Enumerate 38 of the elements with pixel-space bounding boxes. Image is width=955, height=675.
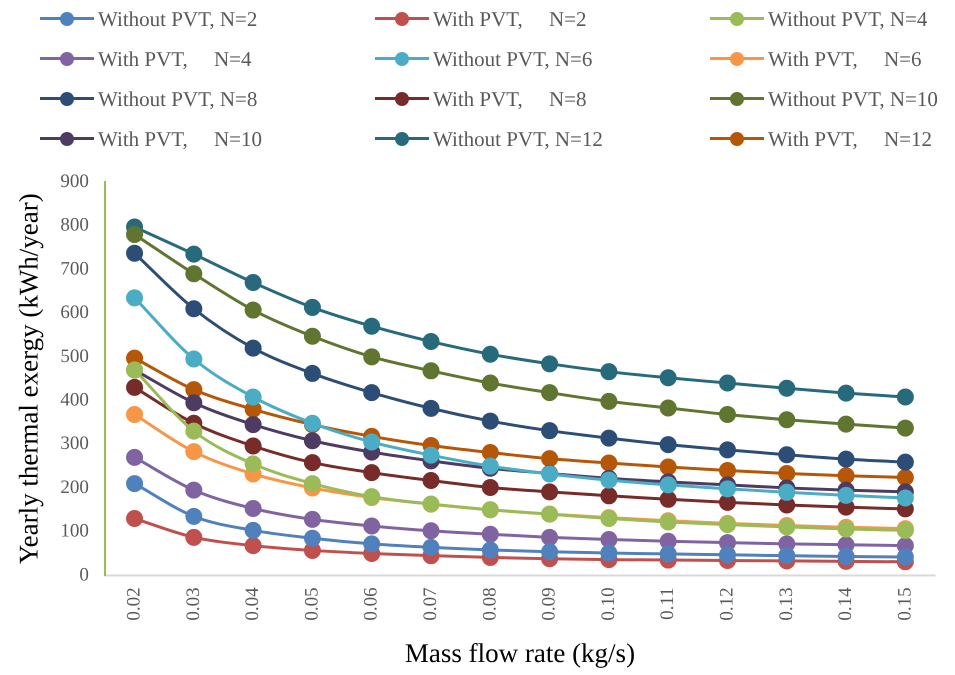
x-tick-label: 0.12 xyxy=(716,587,738,621)
y-tick-label: 900 xyxy=(60,170,89,192)
legend-label: With PVT, N=10 xyxy=(98,126,262,152)
x-tick-label: 0.14 xyxy=(835,586,856,621)
x-tick-label: 0.13 xyxy=(776,587,797,621)
y-tick-label: 400 xyxy=(60,390,89,411)
y-tick-label: 0 xyxy=(79,564,89,586)
y-tick-label: 100 xyxy=(60,520,89,542)
x-tick-label: 0.03 xyxy=(182,587,204,621)
y-axis-title: Yearly thermal exergy (kWh/year) xyxy=(13,193,44,564)
legend-label: Without PVT, N=6 xyxy=(433,46,592,72)
y-tick-label: 300 xyxy=(60,433,89,454)
legend-label: Without PVT, N=10 xyxy=(768,86,938,112)
legend-label: With PVT, N=6 xyxy=(768,46,922,72)
legend-label: Without PVT, N=12 xyxy=(433,126,603,152)
legend-label: With PVT, N=12 xyxy=(768,126,932,152)
x-tick-label: 0.06 xyxy=(360,587,382,621)
y-tick-label: 500 xyxy=(60,346,89,367)
legend-label: Without PVT, N=2 xyxy=(98,6,258,32)
legend-label: With PVT, N=8 xyxy=(433,86,587,112)
y-tick-label: 800 xyxy=(60,214,89,236)
x-tick-label: 0.10 xyxy=(598,587,619,621)
x-tick-label: 0.08 xyxy=(479,587,500,621)
x-tick-label: 0.07 xyxy=(420,587,441,621)
x-tick-label: 0.05 xyxy=(301,587,322,621)
x-axis-title: Mass flow rate (kg/s) xyxy=(404,638,636,668)
x-tick-label: 0.09 xyxy=(538,587,560,621)
y-tick-label: 700 xyxy=(60,258,89,280)
x-tick-label: 0.11 xyxy=(657,587,678,620)
x-tick-label: 0.02 xyxy=(124,587,145,621)
legend-label: With PVT, N=2 xyxy=(433,6,587,32)
x-tick-label: 0.15 xyxy=(894,587,916,621)
x-tick-label: 0.04 xyxy=(242,586,264,621)
y-tick-label: 200 xyxy=(60,476,89,498)
legend-label: Without PVT, N=8 xyxy=(98,86,258,112)
legend-label: Without PVT, N=4 xyxy=(768,6,928,32)
legend-label: With PVT, N=4 xyxy=(98,46,252,72)
y-tick-label: 600 xyxy=(60,302,89,324)
